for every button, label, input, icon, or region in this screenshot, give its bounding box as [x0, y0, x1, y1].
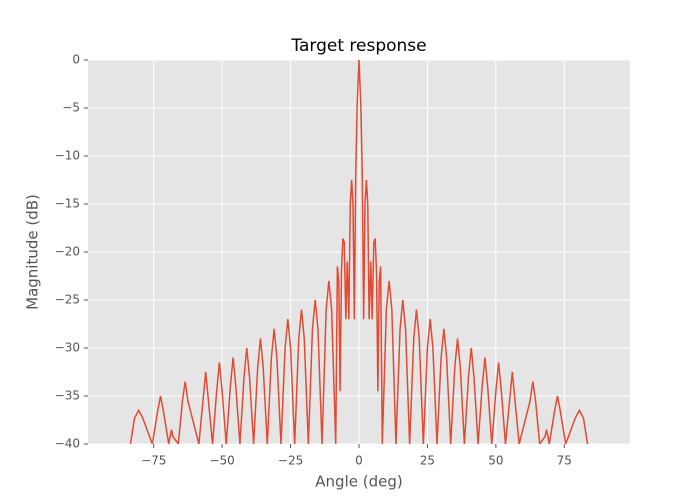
y-tick-label: −10 [55, 149, 80, 163]
x-tick-label: 25 [420, 454, 435, 468]
y-tick-label: −30 [55, 341, 80, 355]
x-tick-label: 0 [355, 454, 363, 468]
y-tick-label: −35 [55, 389, 80, 403]
x-tick-label: 50 [488, 454, 503, 468]
y-axis-label: Magnitude (dB) [24, 194, 42, 310]
y-tick-label: −15 [55, 197, 80, 211]
y-tick-label: 0 [72, 53, 80, 67]
y-tick-label: −40 [55, 437, 80, 451]
x-axis-label: Angle (deg) [315, 473, 402, 491]
y-tick-label: −25 [55, 293, 80, 307]
x-tick-label: −25 [278, 454, 303, 468]
chart-title: Target response [290, 36, 426, 56]
y-tick-label: −20 [55, 245, 80, 259]
x-tick-label: −50 [209, 454, 234, 468]
x-tick-label: 75 [557, 454, 572, 468]
y-tick-label: −5 [62, 101, 80, 115]
x-tick-label: −75 [141, 454, 166, 468]
